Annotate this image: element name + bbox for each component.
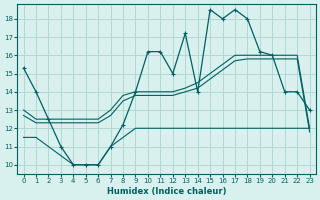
X-axis label: Humidex (Indice chaleur): Humidex (Indice chaleur) xyxy=(107,187,226,196)
